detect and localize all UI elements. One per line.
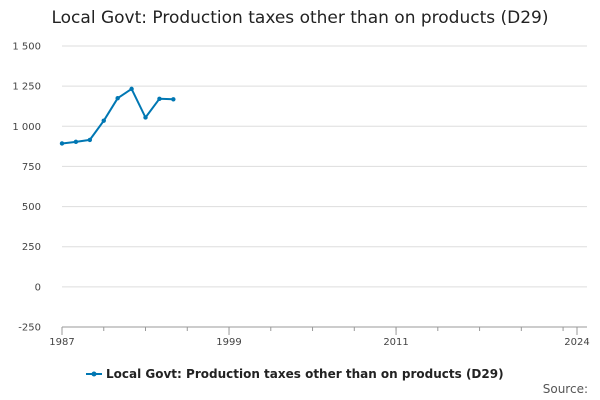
x-tick-label: 2024: [564, 337, 589, 348]
y-tick-label: 0: [35, 282, 41, 293]
chart-title: Local Govt: Production taxes other than …: [51, 8, 549, 28]
series-layer: [59, 86, 176, 146]
source-label: Source:: [542, 382, 588, 396]
y-tick-label: -250: [18, 323, 41, 334]
data-point: [59, 141, 65, 146]
data-point: [157, 96, 162, 102]
x-axis: 1987 1999 2011 2024: [49, 326, 590, 348]
x-tick-label: 1999: [216, 337, 241, 348]
grid-layer: [62, 45, 587, 328]
data-point: [129, 86, 134, 92]
data-point: [73, 139, 79, 145]
y-tick-label: 1 500: [12, 42, 41, 53]
y-tick-label: 1 250: [12, 82, 41, 93]
y-axis: -250 0 250 500 750 1 000 1 250 1 500: [12, 42, 41, 334]
y-tick-label: 500: [22, 202, 41, 213]
data-point: [143, 115, 148, 120]
data-point: [115, 95, 120, 101]
y-tick-label: 750: [22, 162, 41, 173]
data-point: [171, 97, 176, 102]
legend-label: Local Govt: Production taxes other than …: [106, 367, 504, 381]
x-tick-label: 1987: [49, 337, 74, 348]
legend-swatch: [86, 371, 102, 377]
legend[interactable]: Local Govt: Production taxes other than …: [86, 366, 504, 382]
y-tick-label: 1 000: [12, 122, 41, 133]
data-point: [101, 118, 106, 123]
data-point: [87, 137, 93, 143]
x-tick-label: 2011: [383, 337, 408, 348]
y-tick-label: 250: [22, 242, 41, 253]
